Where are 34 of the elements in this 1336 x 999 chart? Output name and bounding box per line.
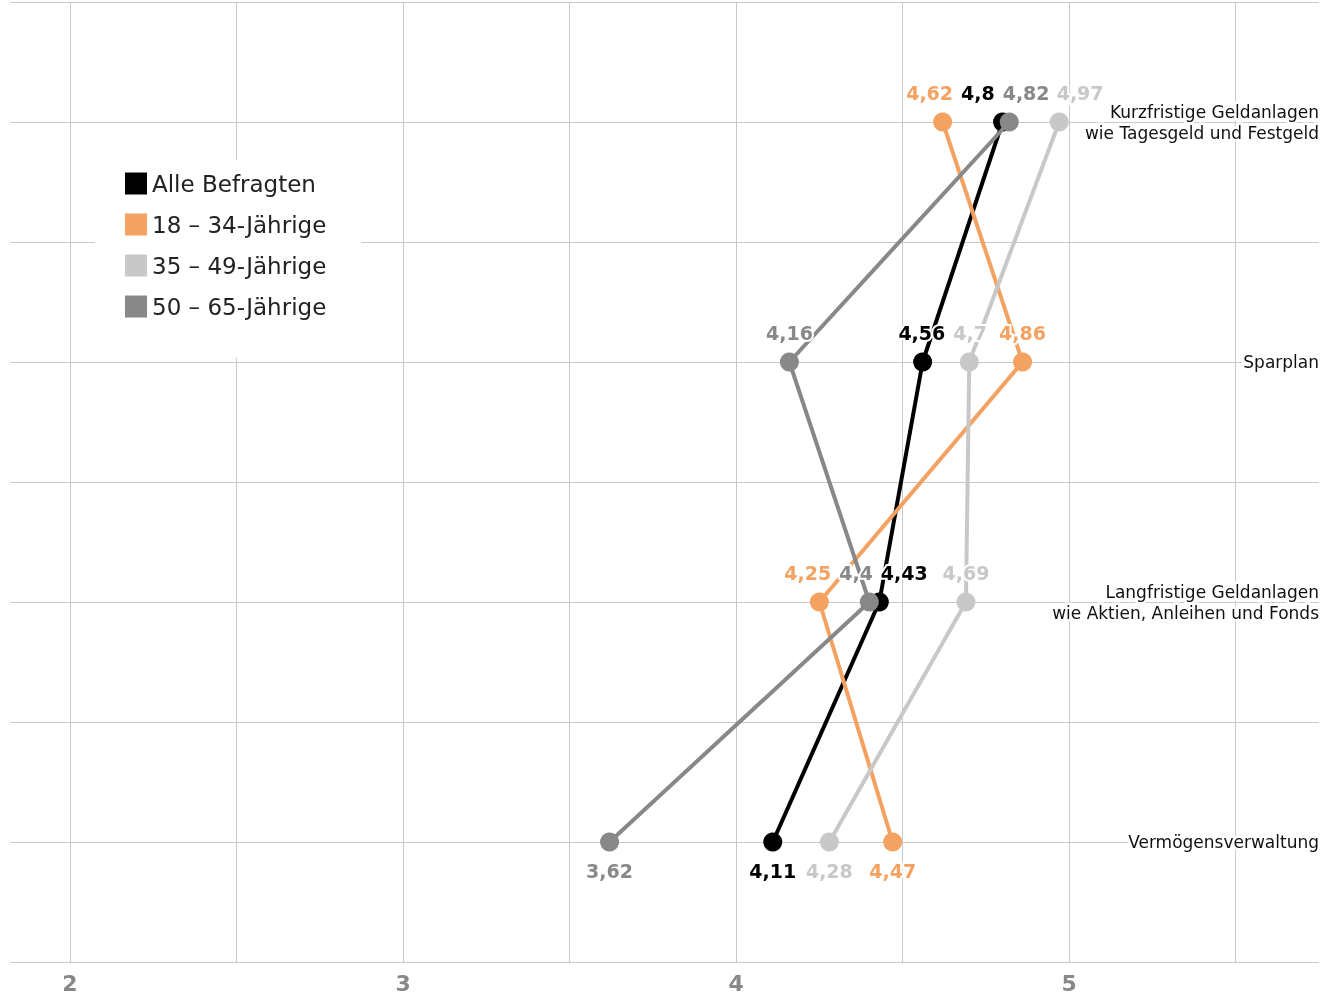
data-label: 4,16 — [765, 322, 813, 344]
legend-label: 35 – 49-Jährige — [152, 252, 327, 279]
data-label: 4,8 — [961, 82, 995, 104]
point — [763, 832, 783, 852]
point — [959, 352, 979, 372]
data-label: 4,11 — [749, 860, 797, 882]
x-tick-label: 2 — [62, 970, 78, 996]
data-label: 4,25 — [784, 562, 832, 584]
data-label: 4,62 — [906, 82, 954, 104]
point — [1049, 112, 1069, 132]
data-label: 4,47 — [869, 860, 917, 882]
x-tick-label: 4 — [728, 970, 744, 996]
data-label: 3,62 — [586, 860, 633, 882]
x-tick-label: 3 — [395, 970, 411, 996]
point — [819, 832, 839, 852]
y-tick-label: Vermögensverwaltung — [1128, 832, 1319, 852]
point — [883, 832, 903, 852]
point — [956, 592, 976, 612]
point — [809, 592, 829, 612]
data-label: 4,82 — [1002, 82, 1050, 104]
legend-label: 50 – 65-Jährige — [152, 293, 327, 320]
legend-label: 18 – 34-Jährige — [152, 211, 327, 238]
point — [779, 352, 799, 372]
y-tick-label: Sparplan — [1243, 352, 1319, 372]
point — [600, 832, 620, 852]
point — [913, 352, 933, 372]
point — [859, 592, 879, 612]
legend-label: Alle Befragten — [152, 170, 316, 197]
y-tick-label: Kurzfristige Geldanlagen wie Tagesgeld und Festgeld — [1084, 101, 1319, 143]
x-tick-label: 5 — [1061, 970, 1077, 996]
point — [999, 112, 1019, 132]
point — [1013, 352, 1033, 372]
point — [933, 112, 953, 132]
y-tick-label: Langfristige Geldanlagen wie Aktien, Anleihen und Fonds — [1052, 581, 1320, 623]
